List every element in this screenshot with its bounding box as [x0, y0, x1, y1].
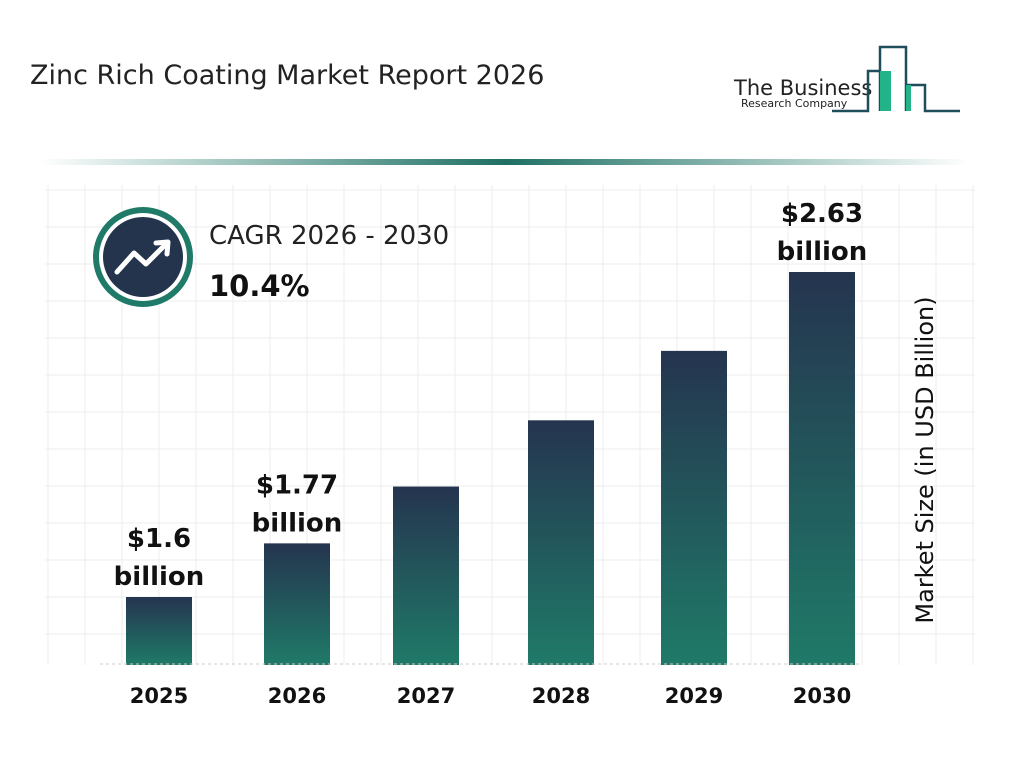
bar-2030 [789, 272, 855, 665]
x-tick-2029: 2029 [665, 684, 723, 708]
x-tick-labels: 2025 2026 2027 2028 2029 2030 [130, 684, 851, 708]
divider [40, 159, 970, 165]
logo-line1: The Business [733, 76, 872, 100]
company-logo: The Business Research Company [733, 45, 960, 113]
bars [126, 272, 855, 665]
cagr-label: CAGR 2026 - 2030 [209, 221, 449, 251]
cagr-value: 10.4% [209, 269, 310, 303]
trending-up-icon [114, 239, 171, 275]
data-label-value: $1.6 [127, 524, 191, 554]
data-label-unit: billion [252, 508, 343, 538]
data-label-value: $2.63 [781, 199, 863, 229]
bar-2028 [528, 420, 594, 665]
bar-2026 [264, 543, 330, 665]
bar-2029 [661, 350, 727, 665]
x-tick-2026: 2026 [268, 684, 326, 708]
x-tick-2030: 2030 [793, 684, 851, 708]
data-label-unit: billion [114, 562, 205, 592]
cagr-badge: CAGR 2026 - 2030 10.4% [93, 207, 449, 307]
page-title: Zinc Rich Coating Market Report 2026 [30, 60, 544, 91]
bar-2025 [126, 597, 192, 665]
data-label-value: $1.77 [256, 470, 338, 500]
x-tick-2028: 2028 [532, 684, 590, 708]
bar-2027 [393, 486, 459, 665]
x-tick-2025: 2025 [130, 684, 188, 708]
x-tick-2027: 2027 [397, 684, 455, 708]
logo-line2: Research Company [741, 97, 848, 110]
data-labels: $1.6 billion $1.77 billion $2.63 billion [114, 199, 868, 592]
data-label-unit: billion [777, 237, 868, 267]
y-axis-label: Market Size (in USD Billion) [911, 296, 939, 623]
